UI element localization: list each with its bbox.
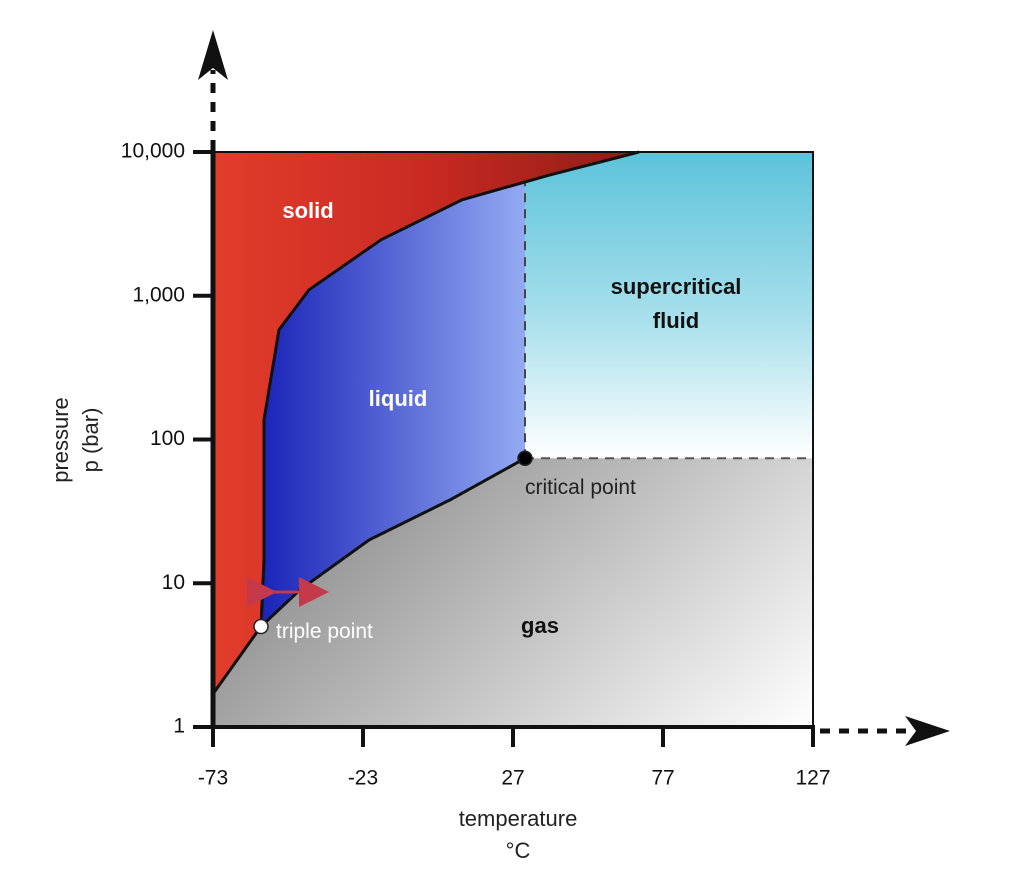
x-axis-unit: °C — [506, 838, 531, 863]
y-axis-unit: p (bar) — [78, 408, 103, 473]
plot-area — [211, 150, 813, 727]
x-axis-label: temperature — [459, 806, 578, 831]
x-tick-label: -23 — [348, 767, 378, 790]
phase-point — [253, 618, 269, 635]
y-tick-label: 10 — [162, 571, 185, 594]
x-tick-label: 127 — [795, 767, 830, 790]
region-label: supercritical — [611, 274, 742, 299]
region-solid — [213, 152, 639, 694]
y-axis-arrowhead — [198, 30, 228, 80]
y-axis-label: pressure — [48, 397, 73, 483]
x-axis-arrowhead — [905, 716, 950, 746]
region-label: fluid — [653, 308, 699, 333]
region-label: solid — [282, 198, 333, 223]
x-tick-label: -73 — [198, 767, 228, 790]
y-tick-label: 1,000 — [132, 283, 185, 306]
x-tick-label: 77 — [651, 767, 674, 790]
phase-boundary — [259, 150, 640, 627]
point-label: triple point — [276, 620, 373, 643]
region-label: gas — [521, 613, 559, 638]
phase-point — [517, 450, 533, 467]
x-tick-label: 27 — [501, 767, 524, 790]
point-label: critical point — [525, 476, 636, 499]
phase-boundary — [211, 625, 263, 695]
y-tick-label: 100 — [150, 427, 185, 450]
region-label: liquid — [369, 386, 428, 411]
region-supercritical — [525, 152, 813, 459]
y-tick-label: 10,000 — [121, 140, 185, 163]
y-tick-label: 1 — [173, 715, 185, 738]
